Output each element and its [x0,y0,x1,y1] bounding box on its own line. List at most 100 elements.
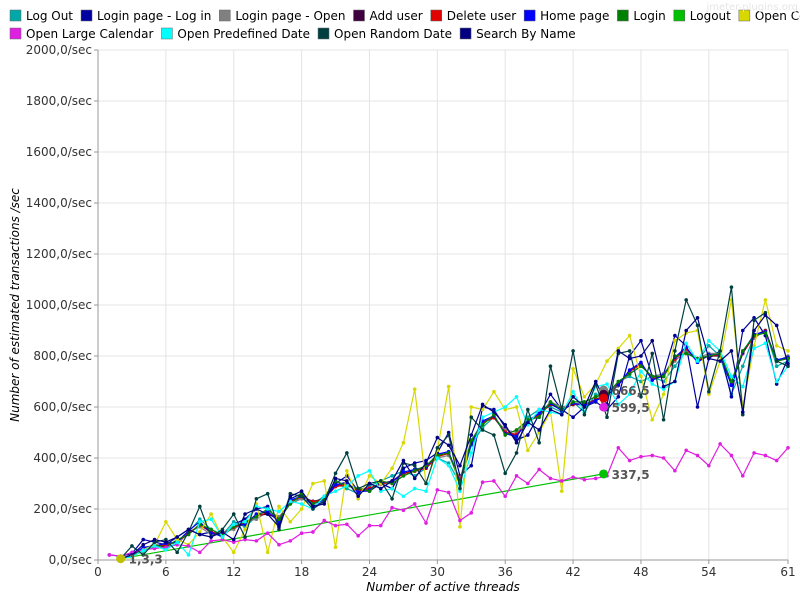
data-point-open-random-date [639,395,643,399]
data-point-home-page [333,482,338,487]
legend-item-home-page[interactable]: Home page [523,9,609,23]
series-layer [107,285,790,561]
data-point-open-predefined-date [695,359,700,363]
data-point-open-large-calendar [198,550,202,555]
data-point-open-large-calendar [571,475,575,479]
legend-item-open-predefined-date[interactable]: Open Predefined Date [161,27,310,41]
data-point-open-large-calendar [186,544,191,548]
series-open-random-date [118,285,790,561]
data-point-open-contacts [288,519,293,524]
data-point-login [480,423,485,427]
data-point-open-predefined-date [345,484,349,488]
legend-item-log-out[interactable]: Log Out [9,9,73,23]
legend-item-add-user[interactable]: Add user [353,9,423,23]
data-point-open-contacts [209,512,213,516]
data-point-open-large-calendar [503,494,508,499]
data-point-open-large-calendar [559,479,564,483]
data-point-open-large-calendar [367,523,372,528]
x-tick-label: 6 [162,565,170,579]
data-point-search-by-name [650,338,655,343]
data-point-open-large-calendar [435,488,440,492]
data-point-login [209,527,213,532]
data-point-login [390,481,394,486]
legend-item-open-contacts[interactable]: Open Contacts [738,9,800,23]
y-tick-label: 800,0/sec [33,349,92,363]
annotation-label: 599,5 [612,401,650,415]
data-point-open-predefined-date [401,494,406,499]
y-tick-label: 1600,0/sec [26,145,92,159]
data-point-open-predefined-date [243,519,247,524]
data-point-search-by-name [198,532,202,537]
data-point-open-contacts [458,525,462,529]
data-point-open-contacts [774,344,779,348]
data-point-open-contacts [707,392,711,397]
data-point-open-predefined-date [707,338,711,343]
legend-label: Login page - Open [235,9,345,23]
data-point-log-out [231,519,236,524]
data-point-open-random-date [627,349,632,353]
legend-item-delete-user[interactable]: Delete user [430,9,516,23]
data-point-search-by-name [752,328,756,333]
data-point-open-random-date [503,471,508,476]
data-point-home-page [356,490,360,495]
data-point-open-contacts [469,405,474,409]
data-point-open-predefined-date [763,341,768,346]
legend-item-login-page-log-in[interactable]: Login page - Log in [80,9,211,23]
data-point-open-random-date [605,415,609,420]
data-point-open-contacts [412,387,417,391]
data-point-open-predefined-date [729,374,734,379]
data-point-open-large-calendar [401,508,406,513]
data-point-log-out [526,415,530,420]
data-point-open-predefined-date [537,407,541,412]
legend-item-open-random-date[interactable]: Open Random Date [317,27,452,41]
legend-swatch [738,9,751,22]
legend-label: Log Out [26,9,73,23]
data-point-open-large-calendar [107,553,112,557]
data-point-log-out [673,364,677,369]
data-point-open-large-calendar [390,505,394,510]
data-point-open-random-date [356,486,360,491]
data-point-open-predefined-date [175,540,179,544]
legend-item-logout[interactable]: Logout [673,9,731,23]
data-point-open-contacts [514,405,519,409]
y-tick-label: 600,0/sec [33,400,92,414]
data-point-open-predefined-date [299,502,304,506]
data-point-login [526,417,530,422]
data-point-open-random-date [186,530,191,534]
data-point-home-page [537,411,541,416]
data-point-login [571,400,575,404]
data-point-home-page [514,434,519,439]
data-point-login-page-log-in [492,407,496,412]
legend-item-open-large-calendar[interactable]: Open Large Calendar [9,27,153,41]
data-point-login-page-log-in [616,395,621,399]
legend-swatch [161,27,173,40]
x-tick-label: 54 [701,565,716,579]
annotation-label: 337,5 [612,468,650,482]
data-point-log-out [707,344,711,348]
data-point-open-predefined-date [571,389,575,394]
legend-item-search-by-name[interactable]: Search By Name [459,27,576,41]
data-point-open-large-calendar [480,480,485,485]
data-point-login-page-log-in [141,537,146,542]
data-point-open-random-date [582,412,587,417]
data-point-open-random-date [740,412,745,417]
data-point-open-predefined-date [458,489,462,493]
data-point-home-page [627,368,632,372]
series-line-open-random-date [120,286,789,560]
data-point-log-out [593,392,598,397]
data-point-search-by-name [243,512,247,516]
data-point-search-by-name [673,379,677,384]
x-tick-label: 0 [94,565,102,579]
legend-label: Home page [540,9,609,23]
data-point-open-random-date [152,540,157,544]
data-point-open-large-calendar [220,537,225,542]
data-point-home-page [639,360,643,365]
data-point-search-by-name [537,428,541,432]
data-point-search-by-name [141,542,146,547]
legend-item-login-page-open[interactable]: Login page - Open [219,9,346,23]
data-point-search-by-name [311,504,315,509]
data-point-home-page [729,383,734,388]
x-tick-label: 30 [430,565,445,579]
data-point-login-page-log-in [526,433,530,437]
legend-item-login[interactable]: Login [617,9,666,23]
